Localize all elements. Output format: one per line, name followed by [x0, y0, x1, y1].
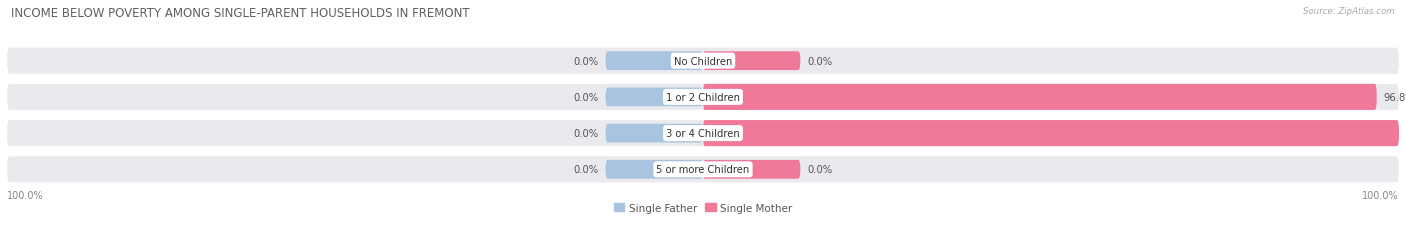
Text: 0.0%: 0.0% [574, 128, 599, 139]
Text: 96.8%: 96.8% [1384, 92, 1406, 103]
Text: 5 or more Children: 5 or more Children [657, 165, 749, 175]
Text: Source: ZipAtlas.com: Source: ZipAtlas.com [1303, 7, 1395, 16]
FancyBboxPatch shape [7, 121, 1399, 146]
FancyBboxPatch shape [606, 124, 703, 143]
Text: 1 or 2 Children: 1 or 2 Children [666, 92, 740, 103]
FancyBboxPatch shape [703, 121, 1399, 146]
Text: 100.0%: 100.0% [7, 191, 44, 201]
FancyBboxPatch shape [7, 157, 1399, 182]
Text: 0.0%: 0.0% [574, 92, 599, 103]
Text: 0.0%: 0.0% [807, 165, 832, 175]
Legend: Single Father, Single Mother: Single Father, Single Mother [610, 198, 796, 217]
FancyBboxPatch shape [703, 52, 800, 71]
Text: 0.0%: 0.0% [574, 56, 599, 66]
FancyBboxPatch shape [606, 160, 703, 179]
FancyBboxPatch shape [703, 160, 800, 179]
FancyBboxPatch shape [703, 85, 1376, 110]
FancyBboxPatch shape [606, 52, 703, 71]
Text: 0.0%: 0.0% [574, 165, 599, 175]
Text: 0.0%: 0.0% [807, 56, 832, 66]
Text: 3 or 4 Children: 3 or 4 Children [666, 128, 740, 139]
Text: INCOME BELOW POVERTY AMONG SINGLE-PARENT HOUSEHOLDS IN FREMONT: INCOME BELOW POVERTY AMONG SINGLE-PARENT… [11, 7, 470, 20]
Text: 100.0%: 100.0% [1362, 191, 1399, 201]
FancyBboxPatch shape [7, 49, 1399, 74]
FancyBboxPatch shape [606, 88, 703, 107]
FancyBboxPatch shape [7, 85, 1399, 110]
Text: No Children: No Children [673, 56, 733, 66]
